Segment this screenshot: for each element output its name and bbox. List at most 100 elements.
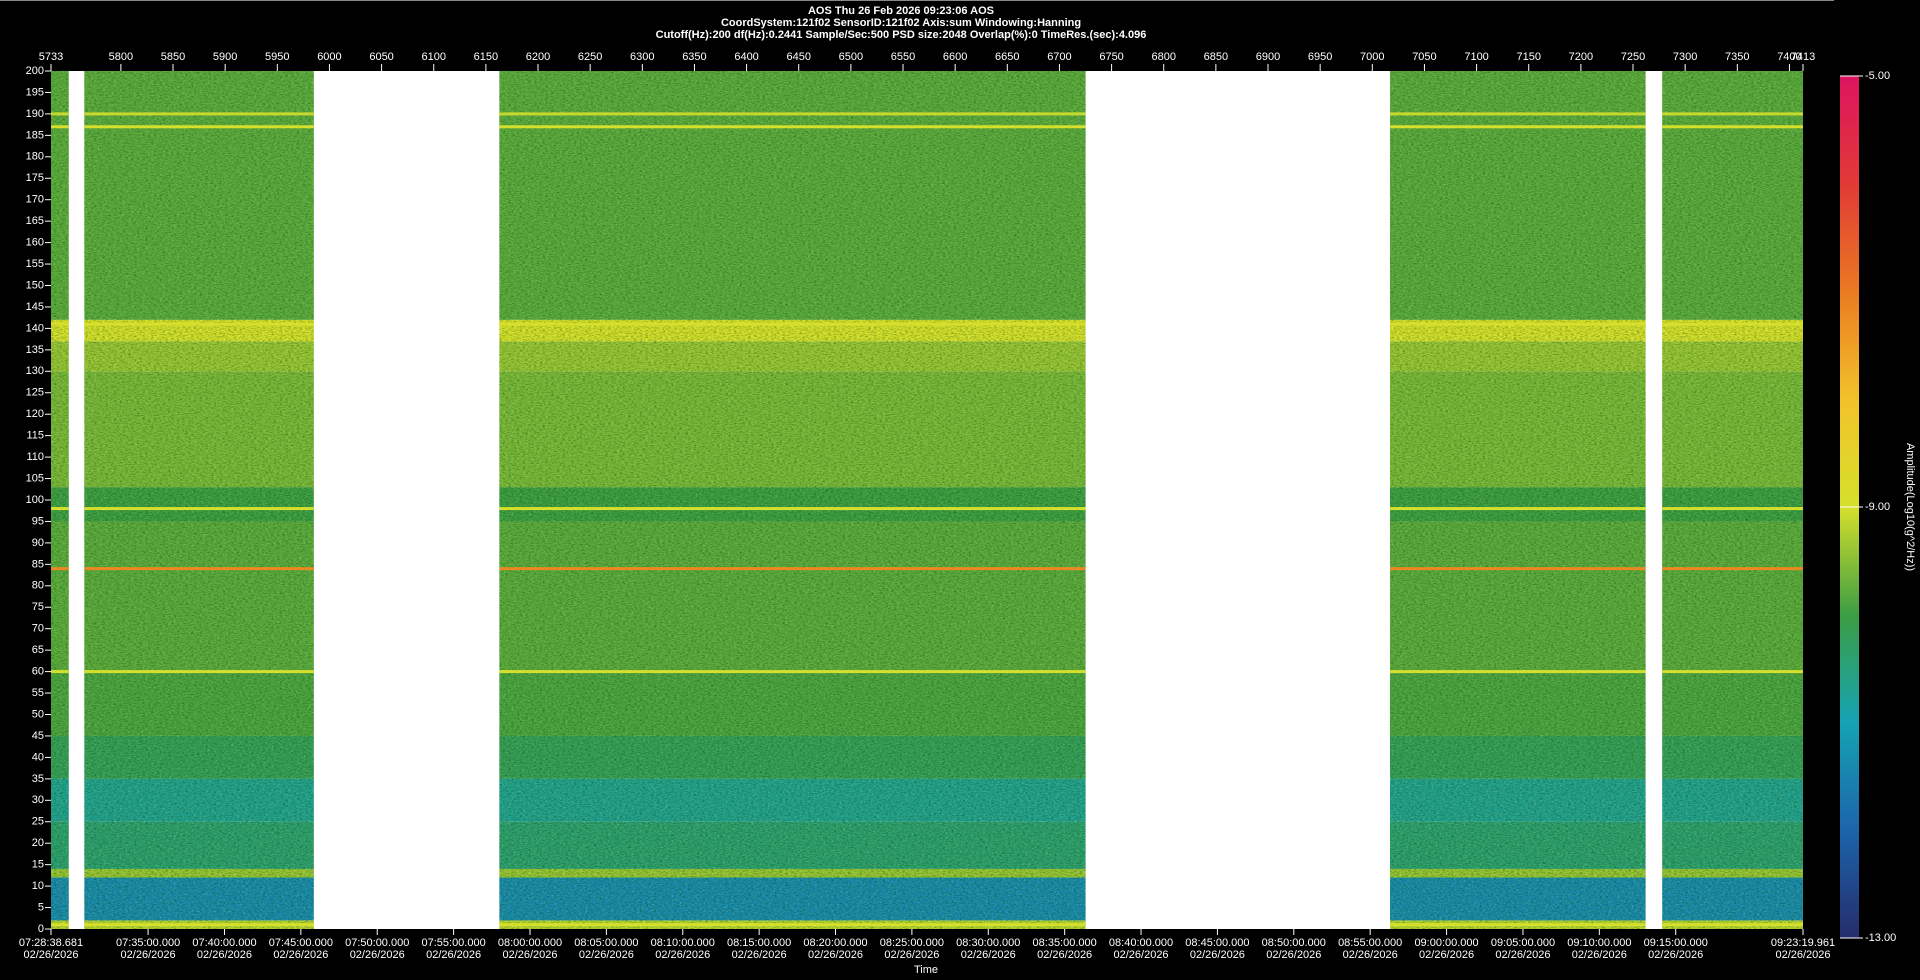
x-tick-label: 7250 (1621, 51, 1645, 63)
y-tick-label: 60 (32, 666, 44, 678)
spectral-line (1662, 567, 1803, 571)
time-tick-label: 08:15:00.000 (727, 937, 791, 949)
date-tick-label: 02/26/2026 (23, 949, 78, 961)
time-tick-label: 07:55:00.000 (421, 937, 485, 949)
spectral-line (1662, 923, 1803, 927)
date-tick-label: 02/26/2026 (1190, 949, 1245, 961)
spectral-line (1662, 112, 1803, 116)
y-tick-label: 15 (32, 859, 44, 871)
spectral-line (1390, 567, 1646, 571)
y-tick-label: 80 (32, 580, 44, 592)
y-tick-label: 65 (32, 644, 44, 656)
spectral-line (51, 567, 69, 571)
date-tick-label: 02/26/2026 (502, 949, 557, 961)
date-tick-label: 02/26/2026 (655, 949, 710, 961)
texture (1662, 71, 1803, 929)
x-tick-label: 7150 (1516, 51, 1540, 63)
spectral-line (84, 923, 314, 927)
spectral-line (499, 507, 1086, 511)
spectral-line (1390, 670, 1646, 674)
spectral-line (84, 670, 314, 674)
x-tick-label: 6200 (526, 51, 550, 63)
time-tick-label: 08:25:00.000 (880, 937, 944, 949)
colorbar-label: Amplitude(Log10(g^2/Hz)) (1904, 443, 1916, 571)
spectral-line (84, 322, 314, 326)
x-tick-label: 6900 (1256, 51, 1280, 63)
date-tick-label: 02/26/2026 (1775, 949, 1830, 961)
x-tick-label: 5733 (39, 51, 63, 63)
y-tick-label: 180 (26, 151, 44, 163)
title-line: CoordSystem:121f02 SensorID:121f02 Axis:… (721, 17, 1081, 29)
date-tick-label: 02/26/2026 (1343, 949, 1398, 961)
y-tick-label: 105 (26, 472, 44, 484)
spectral-line (499, 567, 1086, 571)
x-tick-label: 7100 (1464, 51, 1488, 63)
time-tick-label: 09:05:00.000 (1491, 937, 1555, 949)
y-tick-label: 40 (32, 751, 44, 763)
time-tick-label: 08:10:00.000 (651, 937, 715, 949)
date-tick-label: 02/26/2026 (1037, 949, 1092, 961)
spectral-line (499, 322, 1086, 326)
y-tick-label: 165 (26, 215, 44, 227)
x-tick-label: 6400 (734, 51, 758, 63)
date-tick-label: 02/26/2026 (961, 949, 1016, 961)
time-tick-label: 08:45:00.000 (1185, 937, 1249, 949)
date-tick-label: 02/26/2026 (1114, 949, 1169, 961)
y-tick-label: 35 (32, 773, 44, 785)
y-tick-label: 100 (26, 494, 44, 506)
texture (1390, 71, 1646, 929)
spectral-line (51, 322, 69, 326)
time-tick-label: 08:30:00.000 (956, 937, 1020, 949)
y-tick-label: 190 (26, 108, 44, 120)
x-tick-label: 6800 (1151, 51, 1175, 63)
spectral-line (1662, 507, 1803, 511)
time-tick-label: 08:20:00.000 (803, 937, 867, 949)
y-tick-label: 170 (26, 194, 44, 206)
x-tick-label: 7000 (1360, 51, 1384, 63)
x-tick-label: 6850 (1204, 51, 1228, 63)
x-tick-label: 5850 (161, 51, 185, 63)
y-tick-label: 50 (32, 708, 44, 720)
time-tick-label: 09:15:00.000 (1644, 937, 1708, 949)
y-tick-label: 110 (26, 451, 44, 463)
spectral-line (51, 670, 69, 674)
spectral-line (499, 923, 1086, 927)
x-tick-label: 7413 (1791, 51, 1815, 63)
x-tick-label: 6450 (786, 51, 810, 63)
x-tick-label: 6500 (839, 51, 863, 63)
y-tick-label: 160 (26, 237, 44, 249)
time-tick-label: 09:23:19.961 (1771, 937, 1835, 949)
spectral-line (1390, 507, 1646, 511)
colorbar-tick-label: -9.00 (1865, 501, 1890, 513)
x-tick-label: 6100 (421, 51, 445, 63)
colorbar-tick-label: -5.00 (1865, 70, 1890, 82)
y-tick-label: 130 (26, 365, 44, 377)
spectral-line (1662, 125, 1803, 129)
y-tick-label: 70 (32, 623, 44, 635)
spectral-line (1662, 322, 1803, 326)
date-tick-label: 02/26/2026 (426, 949, 481, 961)
x-tick-label: 7400 (1777, 51, 1801, 63)
y-tick-label: 150 (26, 279, 44, 291)
spectral-line (1662, 670, 1803, 674)
y-tick-label: 90 (32, 537, 44, 549)
x-tick-label: 6050 (369, 51, 393, 63)
date-tick-label: 02/26/2026 (884, 949, 939, 961)
date-tick-label: 02/26/2026 (1419, 949, 1474, 961)
time-tick-label: 08:40:00.000 (1109, 937, 1173, 949)
date-tick-label: 02/26/2026 (579, 949, 634, 961)
time-tick-label: 08:55:00.000 (1338, 937, 1402, 949)
y-tick-label: 145 (26, 301, 44, 313)
x-tick-label: 7050 (1412, 51, 1436, 63)
y-tick-label: 140 (26, 322, 44, 334)
y-tick-label: 195 (26, 86, 44, 98)
time-tick-label: 09:00:00.000 (1414, 937, 1478, 949)
spectral-line (499, 112, 1086, 116)
date-tick-label: 02/26/2026 (808, 949, 863, 961)
x-tick-label: 7350 (1725, 51, 1749, 63)
y-tick-label: 30 (32, 794, 44, 806)
y-tick-label: 45 (32, 730, 44, 742)
colorbar-tick-label: -13.00 (1865, 932, 1896, 944)
spectral-line (499, 670, 1086, 674)
x-tick-label: 5950 (265, 51, 289, 63)
